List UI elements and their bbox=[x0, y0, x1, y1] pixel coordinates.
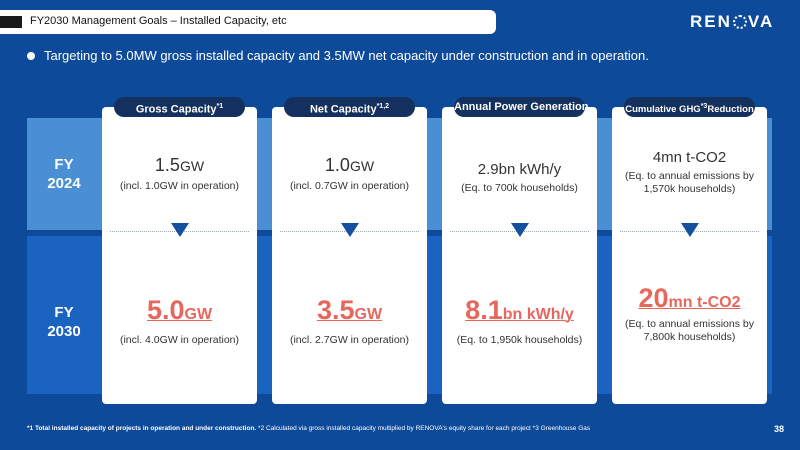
fy2024-unit: bn kWh/y bbox=[498, 161, 562, 178]
fy2024-value-block: 1.5GW (incl. 1.0GW in operation) bbox=[106, 155, 253, 193]
fy2024-sub: (Eq. to 700k households) bbox=[461, 182, 578, 194]
fy2024-value-block: 1.0GW (incl. 0.7GW in operation) bbox=[276, 155, 423, 193]
fy2024-sub: (incl. 0.7GW in operation) bbox=[289, 180, 410, 192]
fy2024-unit: mn t-CO2 bbox=[661, 149, 727, 166]
fy2030-unit: bn kWh/y bbox=[502, 306, 574, 323]
footnote: *1 Total installed capacity of projects … bbox=[27, 425, 590, 432]
fy2030-value-block: 3.5GW (incl. 2.7GW in operation) bbox=[276, 295, 423, 347]
card-header: Cumulative GHG*3Reduction bbox=[624, 97, 755, 117]
fy2030-value-block: 5.0GW (incl. 4.0GW in operation) bbox=[106, 295, 253, 347]
footnote-2: *2 Calculated via gross installed capaci… bbox=[258, 425, 531, 432]
fy2024-unit: GW bbox=[179, 158, 205, 174]
fy2030-value: 5.0 bbox=[146, 295, 185, 325]
headline-text: Targeting to 5.0MW gross installed capac… bbox=[44, 48, 649, 63]
down-arrow-icon bbox=[341, 223, 359, 237]
fy2030-unit: GW bbox=[184, 306, 213, 323]
card-annual-power-generation: Annual Power Generation 2.9bn kWh/y (Eq.… bbox=[442, 97, 597, 404]
down-arrow-icon bbox=[171, 223, 189, 237]
fy2030-value-block: 20mn t-CO2 (Eq. to annual emissions by 7… bbox=[616, 283, 763, 344]
bullet-icon bbox=[27, 51, 35, 60]
year-label-fy2024: FY 2024 bbox=[47, 156, 81, 192]
card-cumulative-ghg-reduction: Cumulative GHG*3Reduction 4mn t-CO2 (Eq.… bbox=[612, 97, 767, 404]
card-net-capacity: Net Capacity*1,2 1.0GW (incl. 0.7GW in o… bbox=[272, 97, 427, 404]
fy2030-value-block: 8.1bn kWh/y (Eq. to 1,950k households) bbox=[446, 295, 593, 347]
footnote-3: *3 Greenhouse Gas bbox=[532, 425, 591, 432]
fy2030-sub: (Eq. to 1,950k households) bbox=[456, 334, 583, 346]
fy2030-unit: mn t-CO2 bbox=[668, 294, 741, 311]
down-arrow-icon bbox=[681, 223, 699, 237]
card-gross-capacity: Gross Capacity*1 1.5GW (incl. 1.0GW in o… bbox=[102, 97, 257, 404]
fy2024-unit: GW bbox=[349, 158, 375, 174]
renova-logo: REN VA bbox=[690, 12, 774, 32]
logo-o-icon bbox=[732, 15, 747, 29]
fy2024-value: 1.5 bbox=[154, 155, 180, 175]
fy2030-sub: (incl. 2.7GW in operation) bbox=[289, 334, 410, 346]
fy2024-value: 1.0 bbox=[324, 155, 350, 175]
fy2024-value-block: 2.9bn kWh/y (Eq. to 700k households) bbox=[446, 161, 593, 195]
fy2030-unit: GW bbox=[354, 306, 383, 323]
card-header: Annual Power Generation bbox=[454, 97, 588, 117]
fy2030-value: 20 bbox=[638, 283, 669, 313]
fy2030-sub: (incl. 4.0GW in operation) bbox=[119, 334, 240, 346]
card-header: Net Capacity*1,2 bbox=[284, 97, 415, 117]
fy2024-sub: (incl. 1.0GW in operation) bbox=[119, 180, 240, 192]
fy2030-value: 3.5 bbox=[316, 295, 355, 325]
footnote-1: *1 Total installed capacity of projects … bbox=[27, 425, 257, 432]
fy2024-value-block: 4mn t-CO2 (Eq. to annual emissions by 1,… bbox=[616, 149, 763, 196]
down-arrow-icon bbox=[511, 223, 529, 237]
card-header: Gross Capacity*1 bbox=[114, 97, 245, 117]
fy2024-value: 2.9 bbox=[477, 161, 499, 178]
fy2030-sub: (Eq. to annual emissions by 7,800k house… bbox=[625, 318, 754, 343]
logo-text-pre: REN bbox=[690, 12, 732, 31]
fy2030-value: 8.1 bbox=[465, 295, 503, 325]
logo-text-post: VA bbox=[747, 12, 775, 31]
fy2024-sub: (Eq. to annual emissions by 1,570k house… bbox=[625, 170, 754, 195]
fy2024-value: 4 bbox=[652, 149, 662, 166]
headline: Targeting to 5.0MW gross installed capac… bbox=[27, 48, 649, 63]
page-number: 38 bbox=[774, 424, 785, 434]
slide-title-bar: FY2030 Management Goals – Installed Capa… bbox=[0, 10, 496, 34]
title-mark bbox=[0, 16, 22, 28]
year-label-fy2030: FY 2030 bbox=[47, 304, 81, 340]
slide-title: FY2030 Management Goals – Installed Capa… bbox=[30, 15, 287, 27]
